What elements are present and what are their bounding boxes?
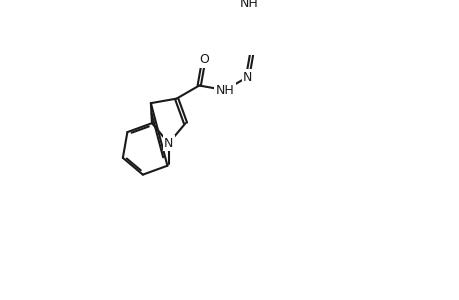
Text: NH: NH [215, 84, 234, 97]
Text: N: N [164, 137, 173, 150]
Text: NH: NH [239, 0, 257, 10]
Text: N: N [242, 70, 252, 83]
Text: O: O [198, 53, 208, 66]
